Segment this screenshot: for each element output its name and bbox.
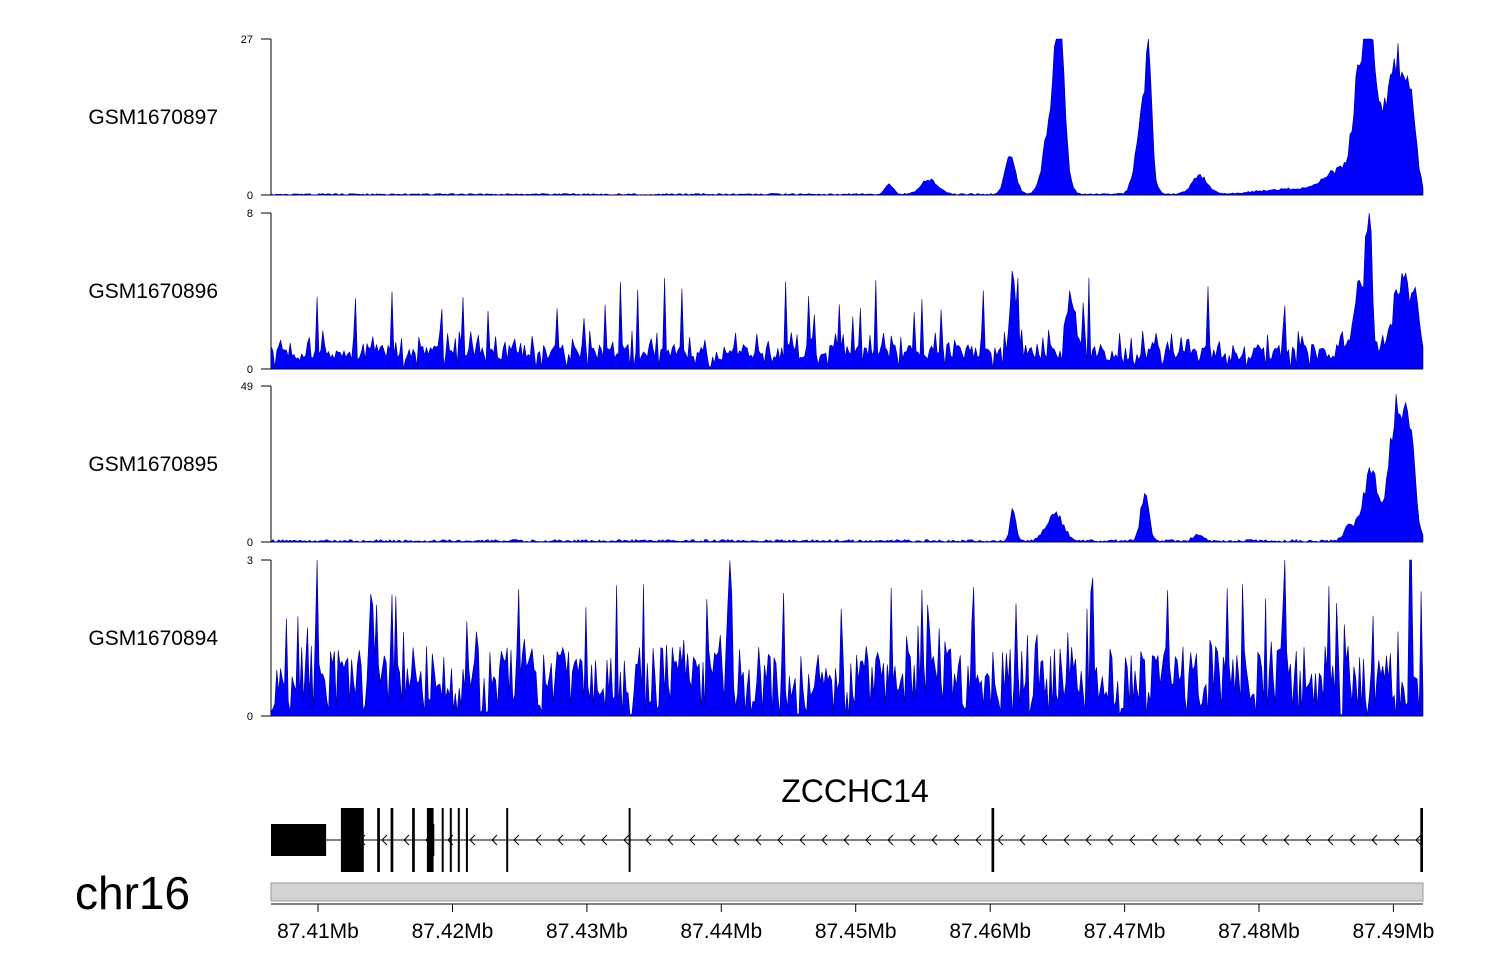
exon: [991, 808, 995, 872]
strand-arrow: [381, 834, 388, 846]
track-label-GSM1670897: GSM1670897: [88, 106, 218, 129]
strand-arrow: [975, 834, 982, 846]
chromosome-ideogram: [270, 882, 1424, 902]
strand-arrow: [1327, 834, 1334, 846]
y-min-label: 0: [247, 711, 253, 723]
strand-arrow: [535, 834, 542, 846]
strand-arrow: [953, 834, 960, 846]
strand-arrow: [755, 834, 762, 846]
strand-arrow: [1415, 834, 1422, 846]
y-max-label: 3: [247, 555, 253, 567]
strand-arrow: [711, 834, 718, 846]
strand-arrow: [1151, 834, 1158, 846]
strand-arrow: [1041, 834, 1048, 846]
strand-arrow: [667, 834, 674, 846]
strand-arrow: [601, 834, 608, 846]
track-label-GSM1670894: GSM1670894: [88, 627, 218, 650]
strand-arrow: [491, 834, 498, 846]
track-label-GSM1670896: GSM1670896: [88, 280, 218, 303]
y-min-label: 0: [247, 190, 253, 202]
strand-arrow: [1173, 834, 1180, 846]
strand-arrow: [1107, 834, 1114, 846]
strand-arrow: [843, 834, 850, 846]
exon: [1420, 808, 1423, 872]
strand-arrow: [557, 834, 564, 846]
x-tick-label: 87.47Mb: [1084, 920, 1166, 943]
strand-arrow: [777, 834, 784, 846]
exon: [377, 808, 380, 872]
strand-arrow: [1063, 834, 1070, 846]
strand-arrow: [1283, 834, 1290, 846]
strand-arrow: [469, 834, 476, 846]
x-tick-label: 87.48Mb: [1218, 920, 1300, 943]
strand-arrow: [997, 834, 1004, 846]
exon: [506, 808, 509, 872]
y-min-label: 0: [247, 364, 253, 376]
x-tick-label: 87.49Mb: [1353, 920, 1435, 943]
strand-arrow: [579, 834, 586, 846]
exon: [428, 824, 435, 856]
strand-arrow: [513, 834, 520, 846]
x-tick-label: 87.43Mb: [546, 920, 628, 943]
strand-arrow: [931, 834, 938, 846]
strand-arrow: [799, 834, 806, 846]
x-tick-label: 87.42Mb: [412, 920, 494, 943]
strand-arrow: [909, 834, 916, 846]
chromosome-label: chr16: [75, 867, 190, 919]
coverage-area-GSM1670896: [270, 212, 1424, 370]
strand-arrow: [865, 834, 872, 846]
coverage-area-GSM1670894: [270, 559, 1424, 717]
coverage-area-GSM1670895: [270, 394, 1424, 543]
y-max-label: 27: [241, 34, 253, 46]
y-min-label: 0: [247, 537, 253, 549]
strand-arrow: [1371, 834, 1378, 846]
x-tick-label: 87.46Mb: [949, 920, 1031, 943]
strand-arrow: [1195, 834, 1202, 846]
coverage-area-GSM1670897: [270, 38, 1424, 196]
strand-arrow: [733, 834, 740, 846]
strand-arrow: [1349, 834, 1356, 846]
exon: [449, 808, 452, 872]
strand-arrow: [645, 834, 652, 846]
strand-arrow: [1393, 834, 1400, 846]
strand-arrow: [1305, 834, 1312, 846]
exon: [271, 824, 327, 856]
strand-arrow: [1085, 834, 1092, 846]
strand-arrow: [1261, 834, 1268, 846]
exon: [457, 808, 460, 872]
exon: [441, 808, 444, 872]
y-max-label: 49: [241, 381, 253, 393]
strand-arrow: [1019, 834, 1026, 846]
strand-arrow: [403, 834, 410, 846]
track-label-GSM1670895: GSM1670895: [88, 453, 218, 476]
exon: [465, 808, 468, 872]
gene-name: ZCCHC14: [781, 773, 929, 809]
strand-arrow: [689, 834, 696, 846]
y-max-label: 8: [247, 208, 253, 220]
exon: [412, 808, 415, 872]
exon: [340, 808, 364, 872]
strand-arrow: [1239, 834, 1246, 846]
exon: [628, 808, 631, 872]
x-tick-label: 87.41Mb: [277, 920, 359, 943]
strand-arrow: [623, 834, 630, 846]
strand-arrow: [887, 834, 894, 846]
exon: [390, 808, 394, 872]
x-tick-label: 87.45Mb: [815, 920, 897, 943]
strand-arrow: [1129, 834, 1136, 846]
x-tick-label: 87.44Mb: [680, 920, 762, 943]
strand-arrow: [821, 834, 828, 846]
strand-arrow: [1217, 834, 1224, 846]
